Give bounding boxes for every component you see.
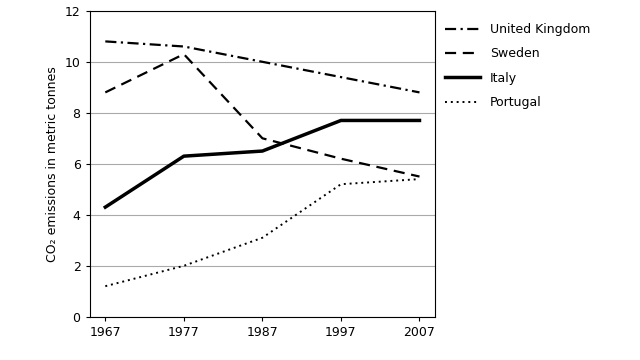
Y-axis label: CO₂ emissions in metric tonnes: CO₂ emissions in metric tonnes — [46, 66, 59, 262]
Legend: United Kingdom, Sweden, Italy, Portugal: United Kingdom, Sweden, Italy, Portugal — [445, 23, 590, 109]
